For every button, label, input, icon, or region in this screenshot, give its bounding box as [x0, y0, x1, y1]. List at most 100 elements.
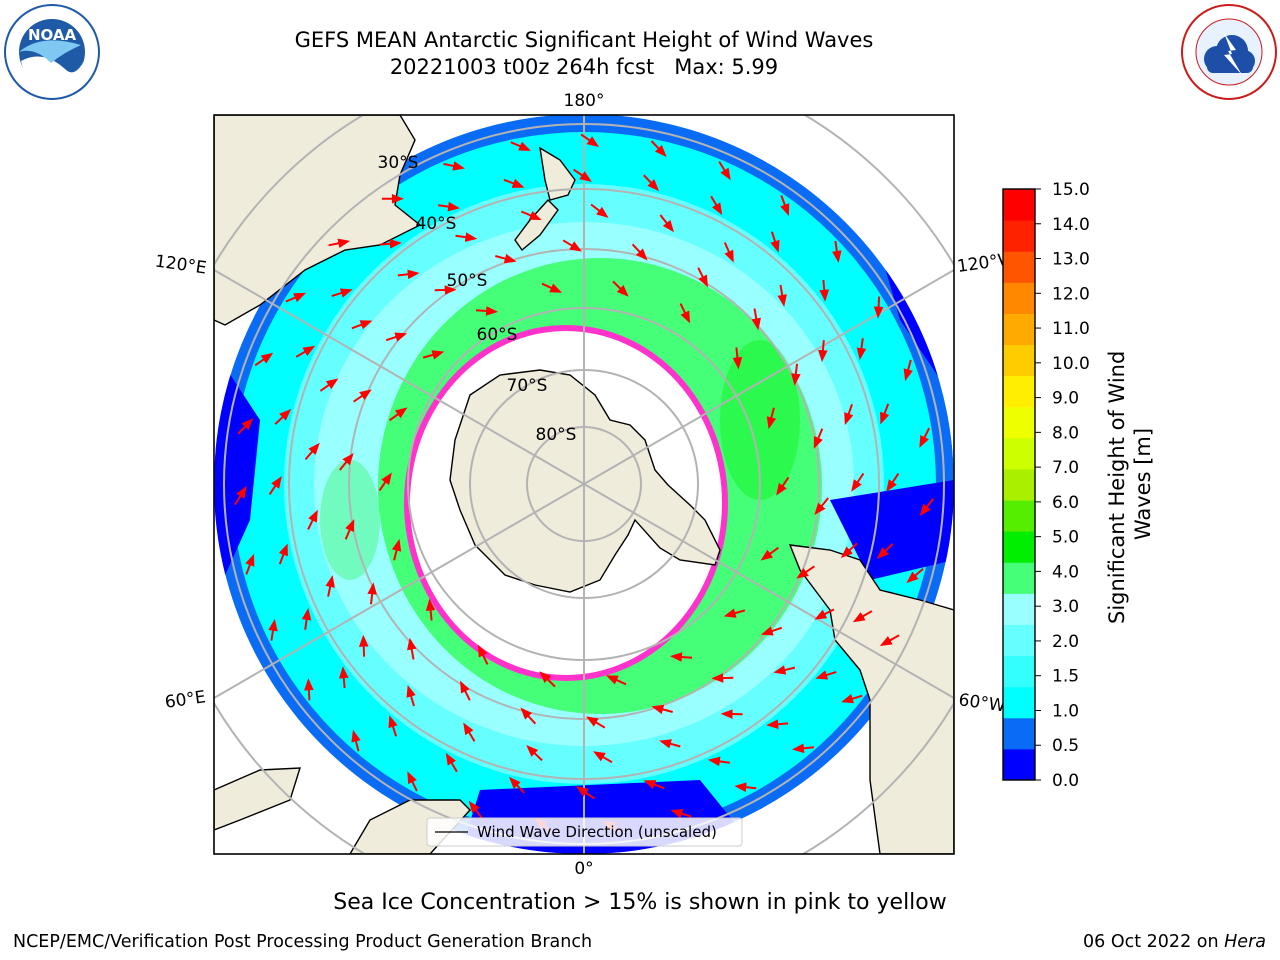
wave-direction-arrow — [852, 610, 873, 623]
wave-direction-arrow — [734, 782, 757, 792]
colorbar-segment — [1003, 500, 1035, 532]
wave-direction-arrow — [856, 338, 867, 361]
wave-direction-arrow — [773, 665, 796, 675]
wave-direction-arrow — [766, 719, 789, 729]
colorbar-tick-label: 15.0 — [1052, 180, 1090, 200]
colorbar-tick-label: 13.0 — [1052, 250, 1090, 270]
footer-left: NCEP/EMC/Verification Post Processing Pr… — [13, 932, 593, 952]
wave-direction-arrow — [443, 161, 465, 171]
colorbar-tick-label: 7.0 — [1052, 458, 1079, 478]
wave-direction-arrow — [379, 239, 402, 249]
wave-direction-arrow — [879, 634, 900, 647]
lon-label-180: 180° — [564, 91, 605, 111]
legend-label: Wind Wave Direction (unscaled) — [477, 823, 717, 841]
wave-direction-arrow — [659, 214, 675, 233]
wave-direction-arrow — [331, 288, 353, 298]
wave-direction-arrow — [886, 473, 900, 492]
colorbar-tick-label: 11.0 — [1052, 319, 1090, 339]
colorbar-segment — [1003, 468, 1035, 501]
wave-direction-arrow — [425, 598, 436, 621]
svg-text:NOAA: NOAA — [28, 26, 77, 44]
wave-direction-arrow — [580, 133, 600, 148]
wave-direction-arrow — [796, 565, 815, 579]
lat-label-30s: 30°S — [378, 153, 419, 173]
wave-direction-arrow — [650, 140, 667, 157]
wave-direction-arrow — [576, 786, 595, 800]
chart-subtitle: 20221003 t00z 264h fcst Max: 5.99 — [389, 55, 779, 79]
wave-direction-arrow — [840, 542, 858, 559]
wave-direction-arrow — [792, 743, 815, 754]
wave-direction-arrow — [339, 452, 354, 471]
wave-direction-arrow — [659, 739, 681, 749]
noaa-logo: NOAA — [3, 3, 101, 101]
wave-direction-arrow — [520, 210, 542, 221]
wave-direction-arrow — [325, 575, 335, 597]
wave-direction-arrow — [295, 345, 316, 358]
wave-direction-arrow — [723, 608, 746, 618]
wave-direction-arrow — [670, 809, 692, 819]
wave-direction-arrow — [562, 239, 582, 252]
wave-direction-arrow — [460, 680, 471, 701]
colorbar-tick-label: 9.0 — [1052, 389, 1079, 409]
colorbar-segment — [1003, 220, 1035, 252]
colorbar-segment — [1003, 593, 1035, 625]
wave-direction-arrow — [385, 332, 408, 342]
wave-direction-arrow — [643, 174, 660, 192]
wave-direction-arrow — [397, 269, 420, 280]
wave-direction-arrow — [751, 308, 761, 331]
colorbar-tick-label: 4.0 — [1052, 562, 1079, 582]
lat-label-40s: 40°S — [416, 214, 457, 234]
colorbar-segment — [1003, 282, 1035, 314]
wave-direction-arrow — [851, 472, 865, 492]
colorbar-label: Significant Height of Wind Waves [m] — [1105, 344, 1155, 624]
wave-direction-arrow — [434, 285, 457, 295]
wave-direction-arrow — [906, 568, 924, 584]
colorbar-tick-label: 0.5 — [1052, 736, 1079, 756]
colorbar-tick-label: 12.0 — [1052, 284, 1090, 304]
wave-direction-arrow — [388, 715, 398, 737]
colorbar-frame — [1002, 188, 1036, 781]
colorbar-segment — [1003, 437, 1035, 470]
wave-direction-arrow — [841, 694, 863, 704]
colorbar-tick-label: 8.0 — [1052, 423, 1079, 443]
colorbar-label-line2: Waves [m] — [1131, 428, 1155, 540]
map-frame — [213, 114, 955, 855]
wave-direction-arrow — [791, 363, 801, 386]
colorbar-segment — [1003, 531, 1035, 563]
wave-direction-arrow — [468, 800, 483, 820]
wave-direction-arrow — [503, 178, 525, 188]
wave-direction-arrow — [285, 292, 307, 303]
wave-direction-arrow — [304, 678, 314, 701]
wave-direction-arrow — [304, 442, 320, 461]
wave-direction-arrow — [760, 626, 783, 636]
wave-direction-arrow — [612, 280, 629, 297]
wave-direction-arrow — [711, 673, 734, 683]
wave-direction-arrow — [358, 634, 369, 657]
wave-direction-arrow — [339, 666, 349, 689]
wave-direction-arrow — [723, 242, 734, 263]
wave-direction-arrow — [818, 340, 828, 363]
footer-date: 06 Oct 2022 on — [1083, 932, 1225, 952]
wave-direction-arrow — [254, 352, 274, 367]
wave-direction-arrow — [819, 279, 829, 302]
wave-direction-arrow — [422, 350, 445, 360]
wave-direction-arrow — [707, 756, 730, 767]
wave-direction-arrow — [520, 707, 537, 725]
colorbar-tick-label: 1.0 — [1052, 701, 1079, 721]
wave-direction-arrow — [697, 267, 708, 288]
wave-direction-arrow — [463, 722, 476, 742]
colorbar-tick-label: 2.0 — [1052, 632, 1079, 652]
colorbar-segment — [1003, 406, 1035, 439]
colorbar-label-line1: Significant Height of Wind — [1105, 351, 1129, 624]
footer-right: 06 Oct 2022 on Hera — [1083, 932, 1266, 952]
wave-direction-arrow — [344, 519, 355, 540]
colorbar-tick-label: 10.0 — [1052, 354, 1090, 374]
lon-label-60e: 60°E — [164, 687, 207, 712]
chart-title: GEFS MEAN Antarctic Significant Height o… — [294, 28, 874, 52]
wave-direction-arrow — [631, 243, 648, 261]
lon-label-60w: 60°W — [957, 690, 1006, 716]
wave-direction-arrow — [391, 538, 402, 561]
colorbar-segment — [1003, 251, 1035, 283]
colorbar-segment — [1003, 717, 1035, 750]
wave-direction-arrow — [328, 238, 351, 249]
